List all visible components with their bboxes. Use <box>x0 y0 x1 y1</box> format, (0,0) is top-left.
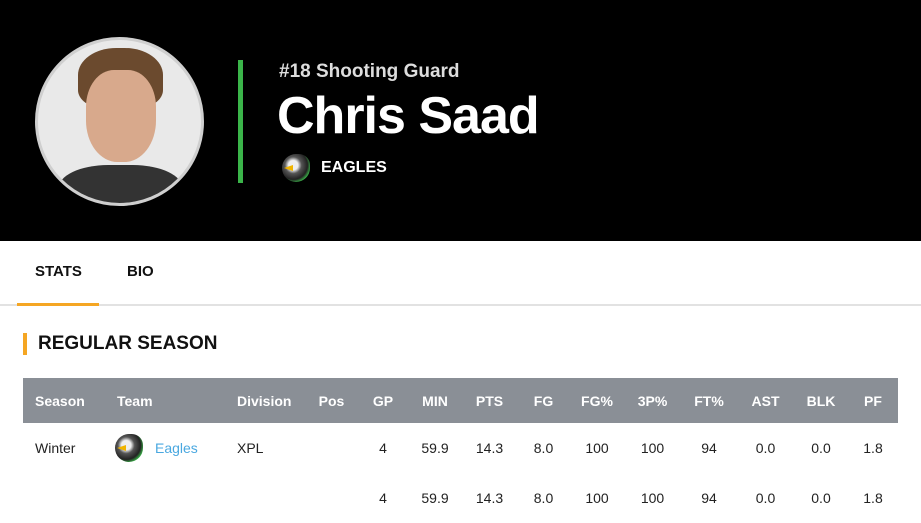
tab-bio[interactable]: BIO <box>127 263 154 280</box>
team-link[interactable]: Eagles <box>155 440 198 456</box>
col-blk[interactable]: BLK <box>794 378 848 423</box>
col-min[interactable]: MIN <box>408 378 462 423</box>
cell-min: 59.9 <box>421 490 449 506</box>
cell-pos <box>305 473 358 523</box>
cell-ast: 0.0 <box>755 440 776 456</box>
col-division[interactable]: Division <box>225 378 305 423</box>
team-name: EAGLES <box>321 159 387 176</box>
col-fg-pct[interactable]: FG% <box>570 378 624 423</box>
cell-ft-pct: 94 <box>701 490 717 506</box>
col-pos[interactable]: Pos <box>305 378 358 423</box>
cell-fg-pct: 100 <box>585 440 609 456</box>
cell-3p-pct: 100 <box>640 440 665 456</box>
player-avatar <box>35 37 204 206</box>
cell-pts: 14.3 <box>475 440 504 456</box>
cell-ast: 0.0 <box>755 490 776 506</box>
cell-fg: 8.0 <box>533 490 554 506</box>
table-header-row: Season Team Division Pos GP MIN PTS FG F… <box>23 378 898 423</box>
stats-table: Season Team Division Pos GP MIN PTS FG F… <box>23 378 898 523</box>
tab-bar: STATS BIO <box>0 241 921 306</box>
col-pts[interactable]: PTS <box>462 378 517 423</box>
col-team[interactable]: Team <box>105 378 225 423</box>
col-pf[interactable]: PF <box>848 378 898 423</box>
cell-blk: 0.0 <box>811 440 831 456</box>
table-totals-row: 4 59.9 14.3 8.0 100 100 94 0.0 0.0 1.8 <box>23 473 898 523</box>
section-title: REGULAR SEASON <box>23 333 217 355</box>
col-gp[interactable]: GP <box>358 378 408 423</box>
cell-ft-pct: 94 <box>701 440 717 456</box>
cell-division <box>225 473 305 523</box>
cell-pos <box>305 423 358 473</box>
table-row: Winter Eagles XPL 4 59.9 14.3 8.0 100 10… <box>23 423 898 473</box>
cell-min: 59.9 <box>421 440 449 456</box>
col-ast[interactable]: AST <box>737 378 794 423</box>
cell-gp: 4 <box>379 490 387 506</box>
tab-stats[interactable]: STATS <box>17 263 99 306</box>
cell-gp: 4 <box>379 440 387 456</box>
eagle-logo-icon <box>115 434 143 462</box>
accent-bar <box>238 60 243 183</box>
eagle-logo-icon <box>282 154 310 182</box>
cell-blk: 0.0 <box>811 490 831 506</box>
cell-division: XPL <box>237 440 264 456</box>
player-name: Chris Saad <box>277 87 540 145</box>
col-season[interactable]: Season <box>23 378 105 423</box>
player-position: #18 Shooting Guard <box>279 61 460 82</box>
cell-team: Eagles <box>105 434 225 462</box>
cell-pts: 14.3 <box>475 490 504 506</box>
col-3p-pct[interactable]: 3P% <box>624 378 681 423</box>
cell-pf: 1.8 <box>863 440 883 456</box>
col-fg[interactable]: FG <box>517 378 570 423</box>
cell-fg: 8.0 <box>533 440 554 456</box>
cell-3p-pct: 100 <box>640 490 665 506</box>
player-team[interactable]: EAGLES <box>282 154 387 182</box>
col-ft-pct[interactable]: FT% <box>681 378 737 423</box>
cell-season <box>23 473 105 523</box>
cell-pf: 1.8 <box>863 490 883 506</box>
cell-team <box>105 473 225 523</box>
player-header: #18 Shooting Guard Chris Saad EAGLES <box>0 0 921 241</box>
cell-season: Winter <box>35 440 76 456</box>
cell-fg-pct: 100 <box>585 490 609 506</box>
